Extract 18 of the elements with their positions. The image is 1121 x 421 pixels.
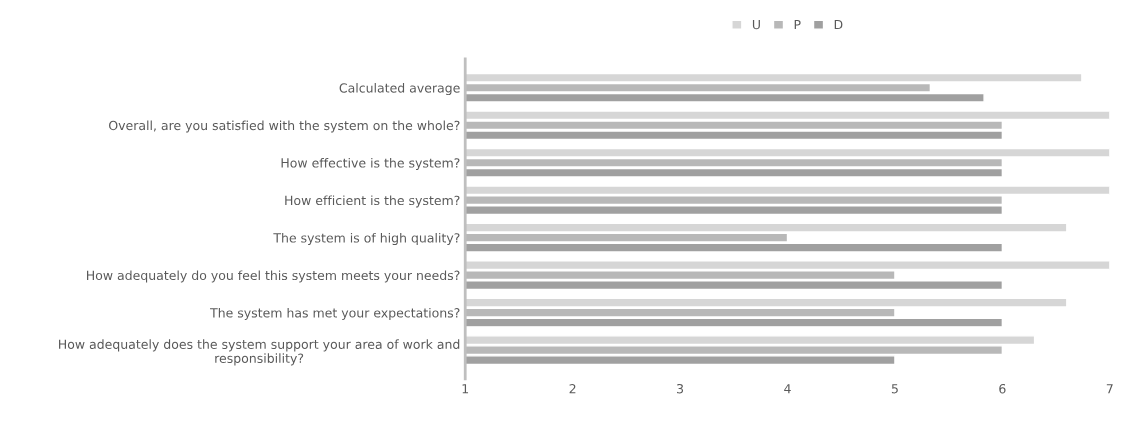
x-tick-label: 2	[569, 383, 576, 394]
legend-label: P	[794, 19, 801, 30]
x-tick-label: 1	[462, 384, 469, 394]
y-tick-label: Overall, are you satisfied with the system on the whole?	[109, 120, 460, 133]
x-tick-label: 7	[1106, 384, 1113, 394]
x-tick-label: 5	[891, 384, 898, 394]
legend-label: U	[752, 19, 760, 30]
y-tick-label: Calculated average	[339, 82, 460, 96]
y-tick-label: How efficient is the system?	[285, 195, 460, 208]
x-tick-label: 4	[784, 384, 791, 394]
y-tick-label: How adequately do you feel this system meets your needs?	[87, 270, 460, 283]
y-tick-label: The system is of high quality?	[273, 232, 460, 246]
legend-label: D	[834, 19, 843, 30]
y-tick-label: How effective is the system?	[281, 157, 460, 171]
x-tick-label: 6	[999, 383, 1006, 394]
y-tick-label: How adequately does the system support your area of work and responsibility?	[59, 339, 460, 366]
y-tick-label: The system has met your expectations?	[210, 307, 460, 320]
x-tick-label: 3	[677, 383, 684, 394]
